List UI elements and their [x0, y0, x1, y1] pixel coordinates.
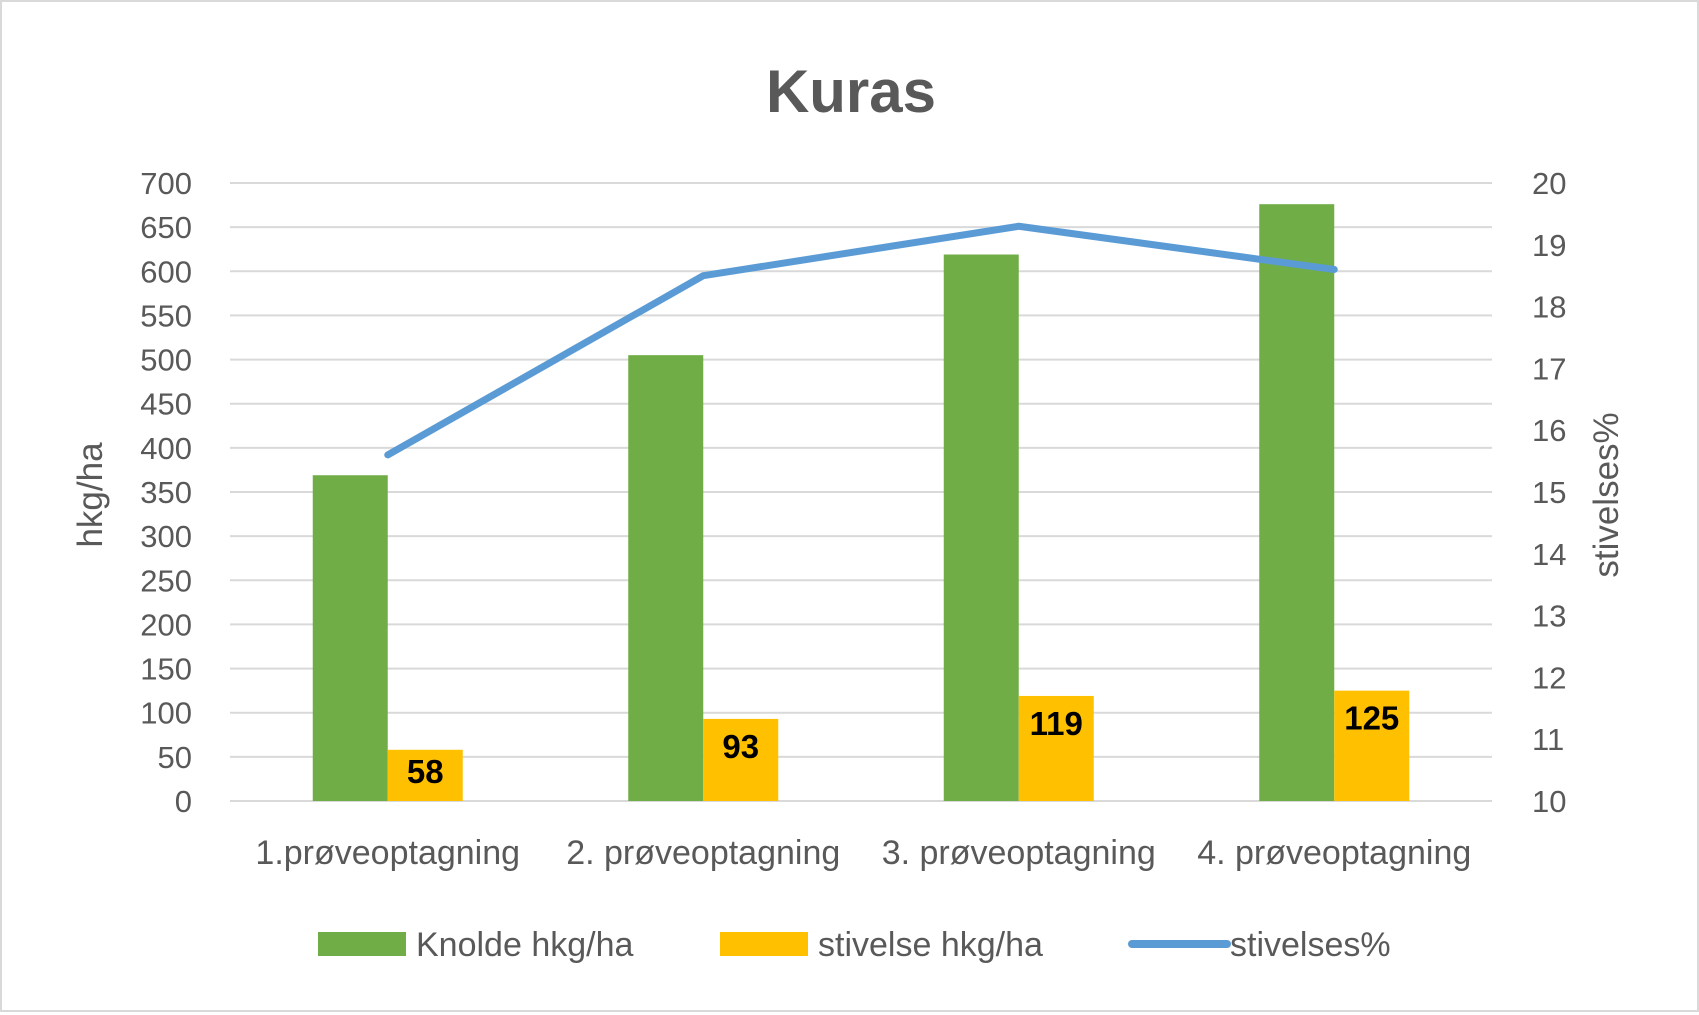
y-tick-label: 700 — [140, 166, 192, 201]
data-label: 119 — [1030, 705, 1083, 742]
data-label: 125 — [1344, 700, 1399, 737]
y-tick-label: 450 — [140, 387, 192, 422]
legend-label: stivelse hkg/ha — [818, 926, 1043, 964]
y-tick-label: 400 — [140, 431, 192, 466]
bar — [387, 749, 463, 801]
bar — [943, 254, 1019, 802]
y2-axis-title: stivelses% — [1587, 412, 1626, 577]
y-tick-label: 50 — [158, 740, 192, 775]
bar — [1018, 695, 1094, 801]
y-tick-label: 500 — [140, 343, 192, 378]
chart-title: Kuras — [766, 58, 936, 125]
data-label: 58 — [407, 753, 444, 790]
y2-tick-label: 18 — [1532, 290, 1566, 325]
y-axis-title: hkg/ha — [71, 442, 110, 548]
legend-label: stivelses% — [1230, 926, 1391, 964]
category-label: 3. prøveoptagning — [882, 834, 1156, 872]
y2-tick-label: 15 — [1532, 475, 1566, 510]
y-tick-label: 250 — [140, 563, 192, 598]
bar — [1259, 204, 1335, 801]
bar — [1334, 690, 1410, 801]
y-tick-label: 550 — [140, 298, 192, 333]
category-label: 1.prøveoptagning — [255, 834, 520, 872]
y2-tick-label: 11 — [1532, 722, 1564, 757]
y2-tick-label: 16 — [1532, 413, 1566, 448]
y-tick-label: 100 — [140, 696, 192, 731]
bars — [312, 204, 1410, 802]
y2-tick-label: 10 — [1532, 784, 1566, 819]
y-tick-label: 650 — [140, 210, 192, 245]
data-label: 93 — [722, 728, 759, 765]
legend-item: stivelses% — [1128, 926, 1391, 964]
legend: Knolde hkg/ha stivelse hkg/ha stivelses% — [318, 926, 1391, 964]
y2-tick-label: 20 — [1532, 166, 1566, 201]
y2-tick-label: 12 — [1532, 660, 1566, 695]
legend-swatch — [720, 932, 808, 956]
legend-swatch — [318, 932, 406, 956]
category-label: 4. prøveoptagning — [1197, 834, 1471, 872]
y-tick-label: 0 — [175, 784, 192, 819]
legend-item: Knolde hkg/ha — [318, 926, 633, 964]
y2-tick-label: 13 — [1532, 599, 1566, 634]
line-stivelses-pct — [384, 222, 1338, 459]
y-tick-label: 600 — [140, 254, 192, 289]
y2-tick-label: 17 — [1532, 351, 1566, 386]
y-tick-label: 150 — [140, 652, 192, 687]
legend-item: stivelse hkg/ha — [720, 926, 1043, 964]
left-axis-ticks: 0 50 100 150 200 250 300 350 400 450 500 550 600 650 7… — [140, 166, 192, 819]
legend-label: Knolde hkg/ha — [416, 926, 633, 964]
line-series — [384, 222, 1338, 459]
y2-tick-label: 14 — [1532, 537, 1566, 572]
y2-tick-label: 19 — [1532, 228, 1566, 263]
bar — [628, 355, 704, 801]
data-labels: 58 93 119 125 — [407, 700, 1399, 790]
right-axis-ticks: 10 11 12 13 14 15 16 17 18 19 20 — [1532, 166, 1566, 819]
y-tick-label: 350 — [140, 475, 192, 510]
y-tick-label: 300 — [140, 519, 192, 554]
y-tick-label: 200 — [140, 607, 192, 642]
bar — [703, 718, 779, 801]
category-label: 2. prøveoptagning — [566, 834, 840, 872]
bar — [312, 475, 388, 801]
category-labels: 1.prøveoptagning 2. prøveoptagning 3. prøv… — [255, 834, 1471, 872]
